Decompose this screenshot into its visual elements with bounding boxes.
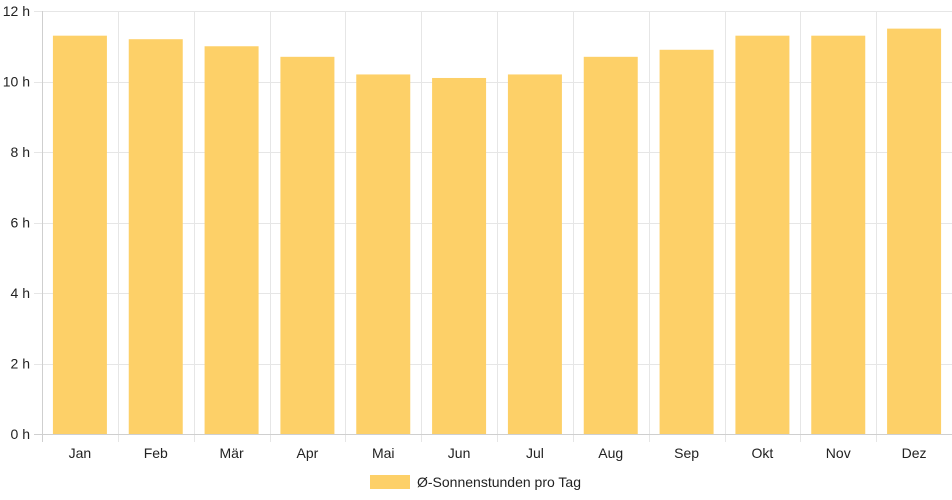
x-tick-label: Jun xyxy=(448,445,471,461)
y-tick-label: 10 h xyxy=(3,74,30,90)
x-tick-label: Okt xyxy=(752,445,774,461)
x-tick-label: Apr xyxy=(297,445,319,461)
x-tick-labels: Jan Feb Mär Apr Mai Jun Jul Aug Sep Okt Nov Dez xyxy=(69,445,927,461)
bar-Sep[interactable] xyxy=(659,49,714,435)
x-tick-label: Mai xyxy=(372,445,395,461)
grid-lines xyxy=(34,11,952,442)
bar-Aug[interactable] xyxy=(583,56,638,434)
bar-Nov[interactable] xyxy=(811,35,866,435)
bar-Jul[interactable] xyxy=(507,74,562,434)
y-tick-label: 4 h xyxy=(11,285,30,301)
bar-Mai[interactable] xyxy=(356,74,411,434)
x-tick-label: Dez xyxy=(902,445,927,461)
bar-Feb[interactable] xyxy=(128,39,183,434)
bar-Jan[interactable] xyxy=(52,35,107,435)
bar-Jun[interactable] xyxy=(432,77,487,434)
bar-Dez[interactable] xyxy=(887,28,942,434)
x-tick-label: Jul xyxy=(526,445,544,461)
bar-Okt[interactable] xyxy=(735,35,790,435)
bar-Apr[interactable] xyxy=(280,56,335,434)
bars xyxy=(52,28,942,435)
legend[interactable]: Ø-Sonnenstunden pro Tag xyxy=(370,474,581,490)
legend-label[interactable]: Ø-Sonnenstunden pro Tag xyxy=(417,474,581,490)
x-tick-label: Aug xyxy=(598,445,623,461)
y-tick-label: 8 h xyxy=(11,144,30,160)
x-tick-label: Jan xyxy=(69,445,92,461)
bar-Mär[interactable] xyxy=(204,46,259,434)
y-tick-label: 0 h xyxy=(11,426,30,442)
x-tick-label: Nov xyxy=(826,445,851,461)
y-tick-labels: 0 h 2 h 4 h 6 h 8 h 10 h 12 h xyxy=(3,3,30,442)
x-tick-label: Sep xyxy=(674,445,699,461)
y-tick-label: 2 h xyxy=(11,356,30,372)
x-tick-label: Feb xyxy=(144,445,168,461)
legend-swatch[interactable] xyxy=(370,475,410,489)
y-tick-label: 12 h xyxy=(3,3,30,19)
y-tick-label: 6 h xyxy=(11,215,30,231)
x-tick-label: Mär xyxy=(220,445,244,461)
